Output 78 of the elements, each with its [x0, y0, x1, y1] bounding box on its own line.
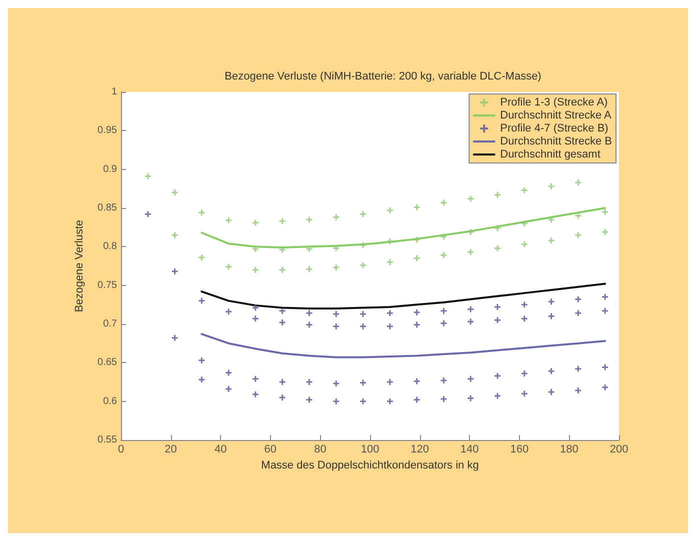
x-tick-label: 180 — [560, 444, 578, 456]
point — [306, 216, 312, 223]
point — [306, 246, 312, 252]
chart-title: Bezogene Verluste (NiMH-Batterie: 200 kg, variable DLC-Masse) — [224, 70, 542, 82]
point — [252, 266, 258, 273]
point — [172, 232, 178, 238]
point — [144, 173, 151, 180]
point — [440, 200, 447, 206]
point — [279, 266, 286, 273]
point — [279, 246, 286, 253]
point — [414, 236, 420, 243]
point — [172, 190, 178, 196]
x-tick-label: 40 — [214, 444, 227, 456]
point — [548, 216, 554, 223]
y-tick-label: 0.65 — [98, 357, 118, 368]
point — [602, 228, 608, 235]
point — [386, 259, 393, 266]
point — [360, 211, 366, 218]
point — [306, 266, 312, 272]
point — [575, 232, 582, 238]
y-tick-label: 0.8 — [103, 241, 118, 252]
point — [575, 179, 582, 186]
x-tick-label: 20 — [164, 444, 177, 456]
x-tick-label: 80 — [314, 444, 326, 456]
point — [333, 214, 340, 220]
y-tick-label: 0.55 — [98, 434, 118, 446]
point — [548, 237, 554, 244]
y-tick-label: 0.7 — [103, 318, 118, 330]
y-tick-label: 0.85 — [98, 202, 118, 214]
point — [333, 245, 340, 252]
y-tick-label: 0.75 — [98, 280, 118, 291]
point — [226, 217, 232, 224]
legend-label: Durchschnitt Strecke B — [500, 136, 612, 148]
point — [494, 192, 500, 198]
line-series — [200, 333, 606, 358]
point — [386, 238, 393, 244]
point — [575, 212, 582, 219]
point — [360, 262, 366, 268]
y-tick-label: 1 — [111, 86, 118, 98]
x-tick-label: 100 — [360, 444, 380, 456]
point — [468, 196, 474, 202]
point — [198, 210, 205, 216]
point — [602, 208, 608, 215]
point — [279, 218, 286, 224]
point — [360, 242, 366, 248]
point — [468, 228, 474, 235]
point — [548, 183, 554, 190]
point — [494, 245, 500, 252]
point — [440, 252, 447, 258]
point — [414, 255, 420, 262]
legend-label: Durchschnitt Strecke A — [500, 110, 612, 122]
x-tick-label: 120 — [410, 444, 429, 456]
point — [521, 187, 528, 194]
y-tick-label: 0.6 — [103, 396, 118, 407]
point — [521, 220, 528, 226]
point — [521, 241, 528, 248]
x-axis-title: Masse des Doppelschichtkondensators in kg — [261, 459, 479, 472]
legend-label: Profile 4-7 (Strecke B) — [500, 122, 608, 134]
point — [414, 204, 420, 210]
x-tick-label: 160 — [510, 444, 529, 456]
point — [440, 234, 447, 240]
x-tick-label: 140 — [460, 444, 479, 456]
legend-label: Profile 1-3 (Strecke A) — [500, 96, 608, 108]
point — [252, 246, 258, 252]
point — [333, 264, 340, 271]
y-axis-title: Bezogene Verluste — [74, 220, 86, 312]
point — [494, 225, 500, 232]
y-tick-label: 0.9 — [103, 164, 118, 175]
point — [252, 220, 258, 226]
y-tick-label: 0.95 — [98, 125, 118, 136]
point — [386, 207, 393, 214]
point — [226, 264, 232, 270]
x-tick-label: 200 — [610, 444, 628, 456]
point — [198, 254, 205, 260]
x-tick-label: 0 — [118, 444, 124, 456]
legend-label: Durchschnitt gesamt — [500, 148, 600, 160]
x-tick-label: 60 — [264, 444, 277, 456]
point — [468, 249, 474, 256]
